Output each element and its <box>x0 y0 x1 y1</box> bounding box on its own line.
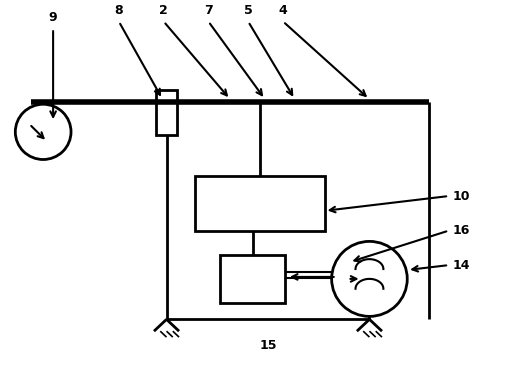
Text: 4: 4 <box>279 4 287 17</box>
Text: 16: 16 <box>453 224 470 237</box>
Bar <box>195 176 325 231</box>
Text: 14: 14 <box>453 259 470 272</box>
Bar <box>220 255 285 303</box>
Text: 5: 5 <box>244 4 252 17</box>
Text: 10: 10 <box>453 189 470 202</box>
Bar <box>156 90 177 135</box>
Text: 8: 8 <box>115 4 123 17</box>
Text: 9: 9 <box>49 11 58 24</box>
Text: 7: 7 <box>204 4 213 17</box>
Text: 15: 15 <box>259 339 277 352</box>
Text: 2: 2 <box>159 4 168 17</box>
